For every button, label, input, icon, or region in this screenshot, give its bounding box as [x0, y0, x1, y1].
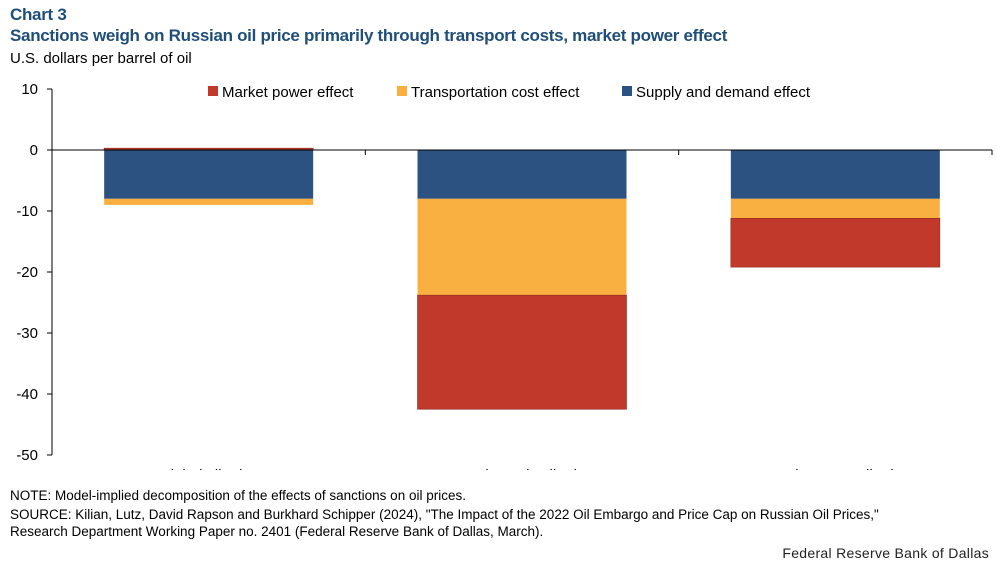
legend-swatch	[397, 86, 407, 96]
legend-label: Supply and demand effect	[636, 84, 811, 101]
y-tick-label: -40	[16, 386, 38, 403]
y-tick-label: -20	[16, 264, 38, 281]
chart-title: Sanctions weigh on Russian oil price pri…	[10, 26, 728, 45]
x-category-label: Global oil price	[159, 467, 258, 470]
x-category-label: Russia-Urals oil price	[451, 467, 593, 470]
chart-label: Chart 3	[10, 5, 67, 24]
stacked-bar-chart: 10 0 -10 -20 -30 -40 -50 Global oil price Russia…	[16, 81, 993, 470]
bar-segment	[104, 198, 314, 205]
chart-source-line-2: Research Department Working Paper no. 24…	[10, 524, 544, 539]
y-tick-label: 0	[30, 142, 38, 159]
bar-segment	[417, 294, 627, 410]
legend-swatch	[622, 86, 632, 96]
y-tick-label: -50	[16, 447, 38, 464]
bar-segment	[104, 150, 314, 199]
y-tick-label: 10	[21, 81, 38, 98]
bar-segment	[730, 198, 940, 219]
bar-segment	[417, 150, 627, 199]
y-tick-label: -30	[16, 325, 38, 342]
x-category-label: Russia-ESPO oil price	[761, 467, 909, 470]
chart-source-line-1: SOURCE: Kilian, Lutz, David Rapson and B…	[10, 507, 879, 522]
bar-segment	[730, 218, 941, 268]
credit-text: Federal Reserve Bank of Dallas	[782, 545, 989, 561]
y-tick-label: -10	[16, 203, 38, 220]
bar-segment	[730, 150, 940, 199]
chart-unit-label: U.S. dollars per barrel of oil	[10, 50, 192, 67]
bar-segment	[417, 198, 627, 296]
legend-label: Market power effect	[222, 84, 354, 101]
chart-note: NOTE: Model-implied decomposition of the…	[10, 488, 466, 503]
legend-label: Transportation cost effect	[411, 84, 580, 101]
legend-swatch	[208, 86, 218, 96]
